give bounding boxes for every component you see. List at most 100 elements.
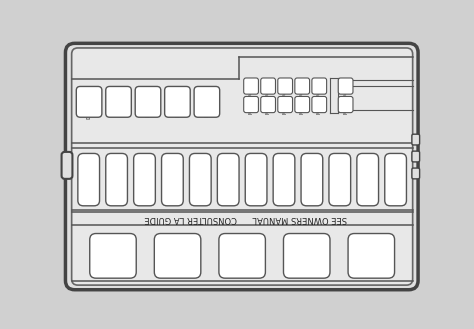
Text: 18: 18 [299, 79, 305, 88]
Text: 27: 27 [144, 93, 153, 103]
Text: 5: 5 [280, 167, 289, 173]
Text: MINI: MINI [265, 103, 271, 114]
Text: MAXI: MAXI [253, 182, 259, 200]
Text: CONSULTER LA GUIDE: CONSULTER LA GUIDE [145, 214, 237, 223]
Text: 22: 22 [265, 79, 271, 88]
Text: MAXI: MAXI [309, 182, 315, 200]
FancyBboxPatch shape [312, 78, 327, 94]
FancyBboxPatch shape [218, 153, 239, 206]
Text: 13: 13 [343, 97, 348, 107]
Text: 26: 26 [173, 93, 182, 103]
Text: MINI: MINI [343, 103, 348, 114]
Text: 8: 8 [196, 167, 205, 173]
FancyBboxPatch shape [135, 87, 161, 117]
FancyBboxPatch shape [245, 153, 267, 206]
Text: MINI: MINI [317, 103, 322, 114]
FancyBboxPatch shape [162, 153, 183, 206]
Text: SEE OWNERS MANUAL: SEE OWNERS MANUAL [252, 214, 347, 223]
Text: MAXI: MAXI [169, 182, 175, 200]
Text: RELAY: RELAY [173, 253, 182, 277]
Text: 17: 17 [299, 97, 305, 107]
Text: 20: 20 [282, 79, 288, 88]
FancyBboxPatch shape [348, 234, 394, 278]
Text: RELAY: RELAY [237, 253, 246, 277]
FancyBboxPatch shape [78, 153, 100, 206]
Text: 15: 15 [316, 98, 322, 107]
Text: MAXI: MAXI [204, 102, 210, 117]
Text: 6: 6 [252, 167, 261, 173]
Text: MAXI: MAXI [392, 182, 399, 200]
FancyBboxPatch shape [278, 78, 292, 94]
Text: MINI: MINI [300, 103, 305, 114]
FancyBboxPatch shape [261, 78, 275, 94]
Text: 14: 14 [343, 79, 348, 88]
FancyBboxPatch shape [357, 153, 379, 206]
Text: MINI: MINI [283, 85, 288, 96]
Text: 10: 10 [140, 164, 149, 176]
FancyBboxPatch shape [338, 96, 353, 113]
Text: 7: 7 [224, 167, 233, 173]
Text: MINI: MINI [300, 85, 305, 96]
FancyBboxPatch shape [194, 87, 219, 117]
Text: RELAY: RELAY [302, 253, 311, 277]
FancyBboxPatch shape [295, 78, 310, 94]
FancyBboxPatch shape [301, 153, 323, 206]
FancyBboxPatch shape [244, 96, 258, 113]
Text: 28: 28 [114, 93, 123, 103]
Text: 11: 11 [112, 164, 121, 176]
Text: 4: 4 [308, 167, 317, 173]
Text: MAXI: MAXI [146, 102, 150, 117]
Text: MAXI: MAXI [142, 182, 147, 200]
Text: MAXI: MAXI [365, 182, 371, 200]
FancyBboxPatch shape [412, 134, 419, 145]
Text: RELAY: RELAY [367, 253, 376, 277]
Text: MINI: MINI [248, 85, 254, 96]
FancyBboxPatch shape [72, 48, 413, 285]
FancyBboxPatch shape [190, 153, 211, 206]
Text: 29: 29 [84, 93, 93, 103]
FancyBboxPatch shape [295, 96, 310, 113]
Text: 4: 4 [173, 243, 182, 251]
Text: 9: 9 [168, 167, 177, 173]
FancyBboxPatch shape [164, 87, 190, 117]
Text: 16: 16 [316, 79, 322, 88]
Text: MAXI: MAXI [114, 182, 119, 200]
Text: DIODE: DIODE [87, 100, 91, 119]
FancyBboxPatch shape [338, 78, 353, 94]
Text: 19: 19 [282, 97, 288, 107]
FancyBboxPatch shape [385, 153, 406, 206]
FancyBboxPatch shape [278, 96, 292, 113]
Text: MAXI: MAXI [337, 182, 343, 200]
Text: 3: 3 [237, 243, 247, 251]
Text: 12: 12 [84, 164, 93, 176]
FancyBboxPatch shape [283, 234, 330, 278]
Text: 5: 5 [108, 243, 118, 251]
FancyBboxPatch shape [90, 234, 136, 278]
Text: MAXI: MAXI [86, 182, 91, 200]
FancyBboxPatch shape [312, 96, 327, 113]
Text: MINI: MINI [343, 85, 348, 96]
Text: MAXI: MAXI [197, 182, 203, 200]
FancyBboxPatch shape [412, 168, 419, 179]
Text: 2: 2 [302, 243, 312, 251]
Text: RELAY: RELAY [109, 253, 118, 277]
FancyBboxPatch shape [134, 153, 155, 206]
Text: 23: 23 [248, 97, 254, 107]
FancyBboxPatch shape [412, 151, 419, 162]
Text: 3: 3 [335, 167, 344, 173]
Text: 24: 24 [248, 79, 254, 88]
FancyBboxPatch shape [76, 87, 102, 117]
FancyBboxPatch shape [65, 43, 418, 290]
FancyBboxPatch shape [329, 153, 351, 206]
Text: MINI: MINI [283, 103, 288, 114]
Text: MAXI: MAXI [225, 182, 231, 200]
Text: MINI: MINI [317, 85, 322, 96]
Text: MAXI: MAXI [281, 182, 287, 200]
Text: CB: CB [116, 106, 121, 114]
Text: 21: 21 [265, 97, 271, 107]
FancyBboxPatch shape [244, 78, 258, 94]
Text: MAXI: MAXI [175, 102, 180, 117]
FancyBboxPatch shape [155, 234, 201, 278]
FancyBboxPatch shape [62, 152, 73, 179]
Text: 25: 25 [202, 93, 211, 103]
